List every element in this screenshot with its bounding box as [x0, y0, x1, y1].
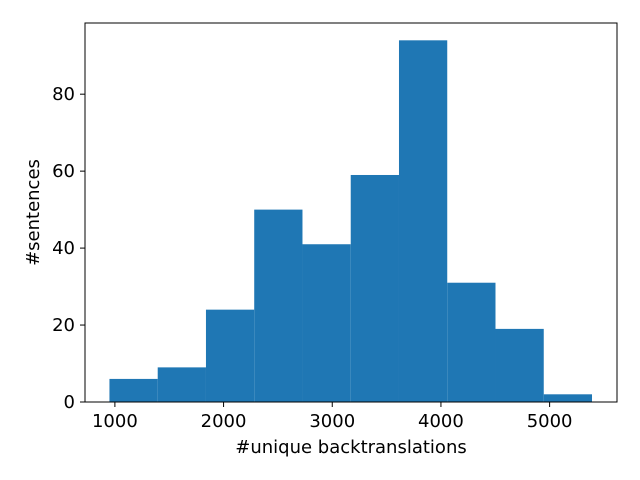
histogram-bar-6 — [350, 174, 399, 402]
histogram-bar-2 — [157, 367, 206, 402]
y-tick-label: 0 — [64, 392, 75, 413]
histogram-bar-8 — [447, 282, 496, 402]
x-tick-label: 1000 — [92, 411, 138, 432]
histogram-bar-7 — [398, 40, 448, 402]
x-tick-label: 4000 — [418, 411, 464, 432]
histogram-bar-4 — [254, 209, 303, 402]
y-axis-ticks: 0 20 40 60 80 — [52, 84, 85, 413]
y-tick-label: 20 — [52, 315, 75, 336]
histogram-bar-10 — [543, 394, 593, 402]
y-tick-label: 60 — [52, 161, 75, 182]
x-tick-label: 2000 — [201, 411, 247, 432]
plot-frame — [84, 22, 618, 403]
histogram-bar-3 — [205, 309, 255, 402]
y-axis-title: #sentences — [23, 159, 44, 266]
x-tick-label: 3000 — [309, 411, 355, 432]
y-tick-label: 40 — [52, 238, 75, 259]
y-tick-label: 80 — [52, 84, 75, 105]
x-axis-title: #unique backtranslations — [235, 437, 466, 458]
x-tick-label: 5000 — [527, 411, 573, 432]
histogram-bars — [109, 40, 593, 402]
histogram-bar-9 — [495, 328, 544, 402]
x-axis-ticks: 1000 2000 3000 4000 5000 — [92, 402, 573, 432]
histogram-bar-1 — [109, 378, 158, 402]
histogram-bar-5 — [302, 244, 351, 402]
